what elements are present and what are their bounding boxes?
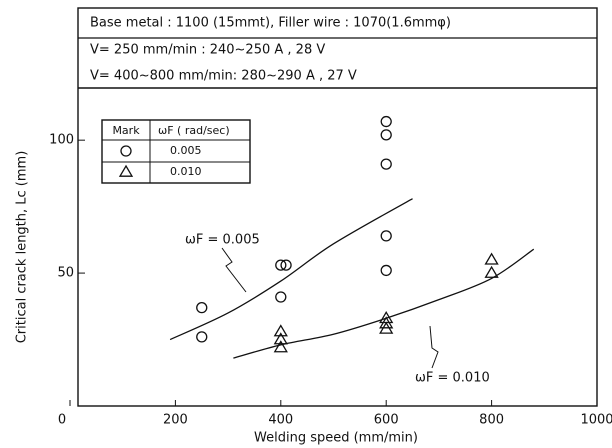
header-line: V= 400~800 mm/min: 280~290 A , 27 V <box>90 69 357 84</box>
plot-frame <box>77 7 598 407</box>
point <box>380 264 392 277</box>
x-tick-label: 400 <box>268 413 293 428</box>
point <box>280 259 292 271</box>
point <box>379 316 394 329</box>
point <box>380 158 392 170</box>
x-tick-label: 800 <box>479 413 504 428</box>
legend-label: 0.010 <box>170 165 202 178</box>
leader <box>221 247 247 293</box>
y-tick-label: 50 <box>57 266 74 281</box>
point <box>273 340 288 353</box>
x-tick-label: 1000 <box>580 413 612 428</box>
header-line: Base metal : 1100 (15mmt), Filler wire :… <box>90 16 451 31</box>
legend-marker <box>120 145 132 157</box>
y-axis-label: Critical crack length, Lc (mm) <box>15 151 30 344</box>
x-tick-label: 200 <box>163 413 188 428</box>
fit-curve <box>169 198 413 341</box>
point <box>273 324 288 337</box>
curve-label: ωF = 0.005 <box>185 233 260 248</box>
point <box>484 265 499 278</box>
x-tick-label: 600 <box>374 413 399 428</box>
point <box>275 259 287 271</box>
point <box>380 115 392 128</box>
legend-header: Mark <box>112 124 140 137</box>
point <box>275 291 287 303</box>
leader <box>429 325 439 369</box>
y-tick-label: 100 <box>49 133 74 148</box>
point <box>380 129 392 141</box>
legend-box <box>101 119 251 184</box>
point <box>484 252 499 265</box>
point <box>196 301 208 314</box>
point <box>380 230 392 242</box>
legend-header: ωF ( rad/sec) <box>158 124 230 137</box>
point <box>379 321 394 334</box>
point <box>196 331 208 343</box>
point <box>273 332 288 345</box>
x-tick-label: 0 <box>58 413 66 428</box>
legend-label: 0.005 <box>170 144 202 157</box>
fit-curve <box>233 248 535 359</box>
header-line: V= 250 mm/min : 240~250 A , 28 V <box>90 43 325 58</box>
legend-marker <box>118 164 134 177</box>
curve-label: ωF = 0.010 <box>415 371 490 386</box>
x-axis-label: Welding speed (mm/min) <box>254 431 418 446</box>
